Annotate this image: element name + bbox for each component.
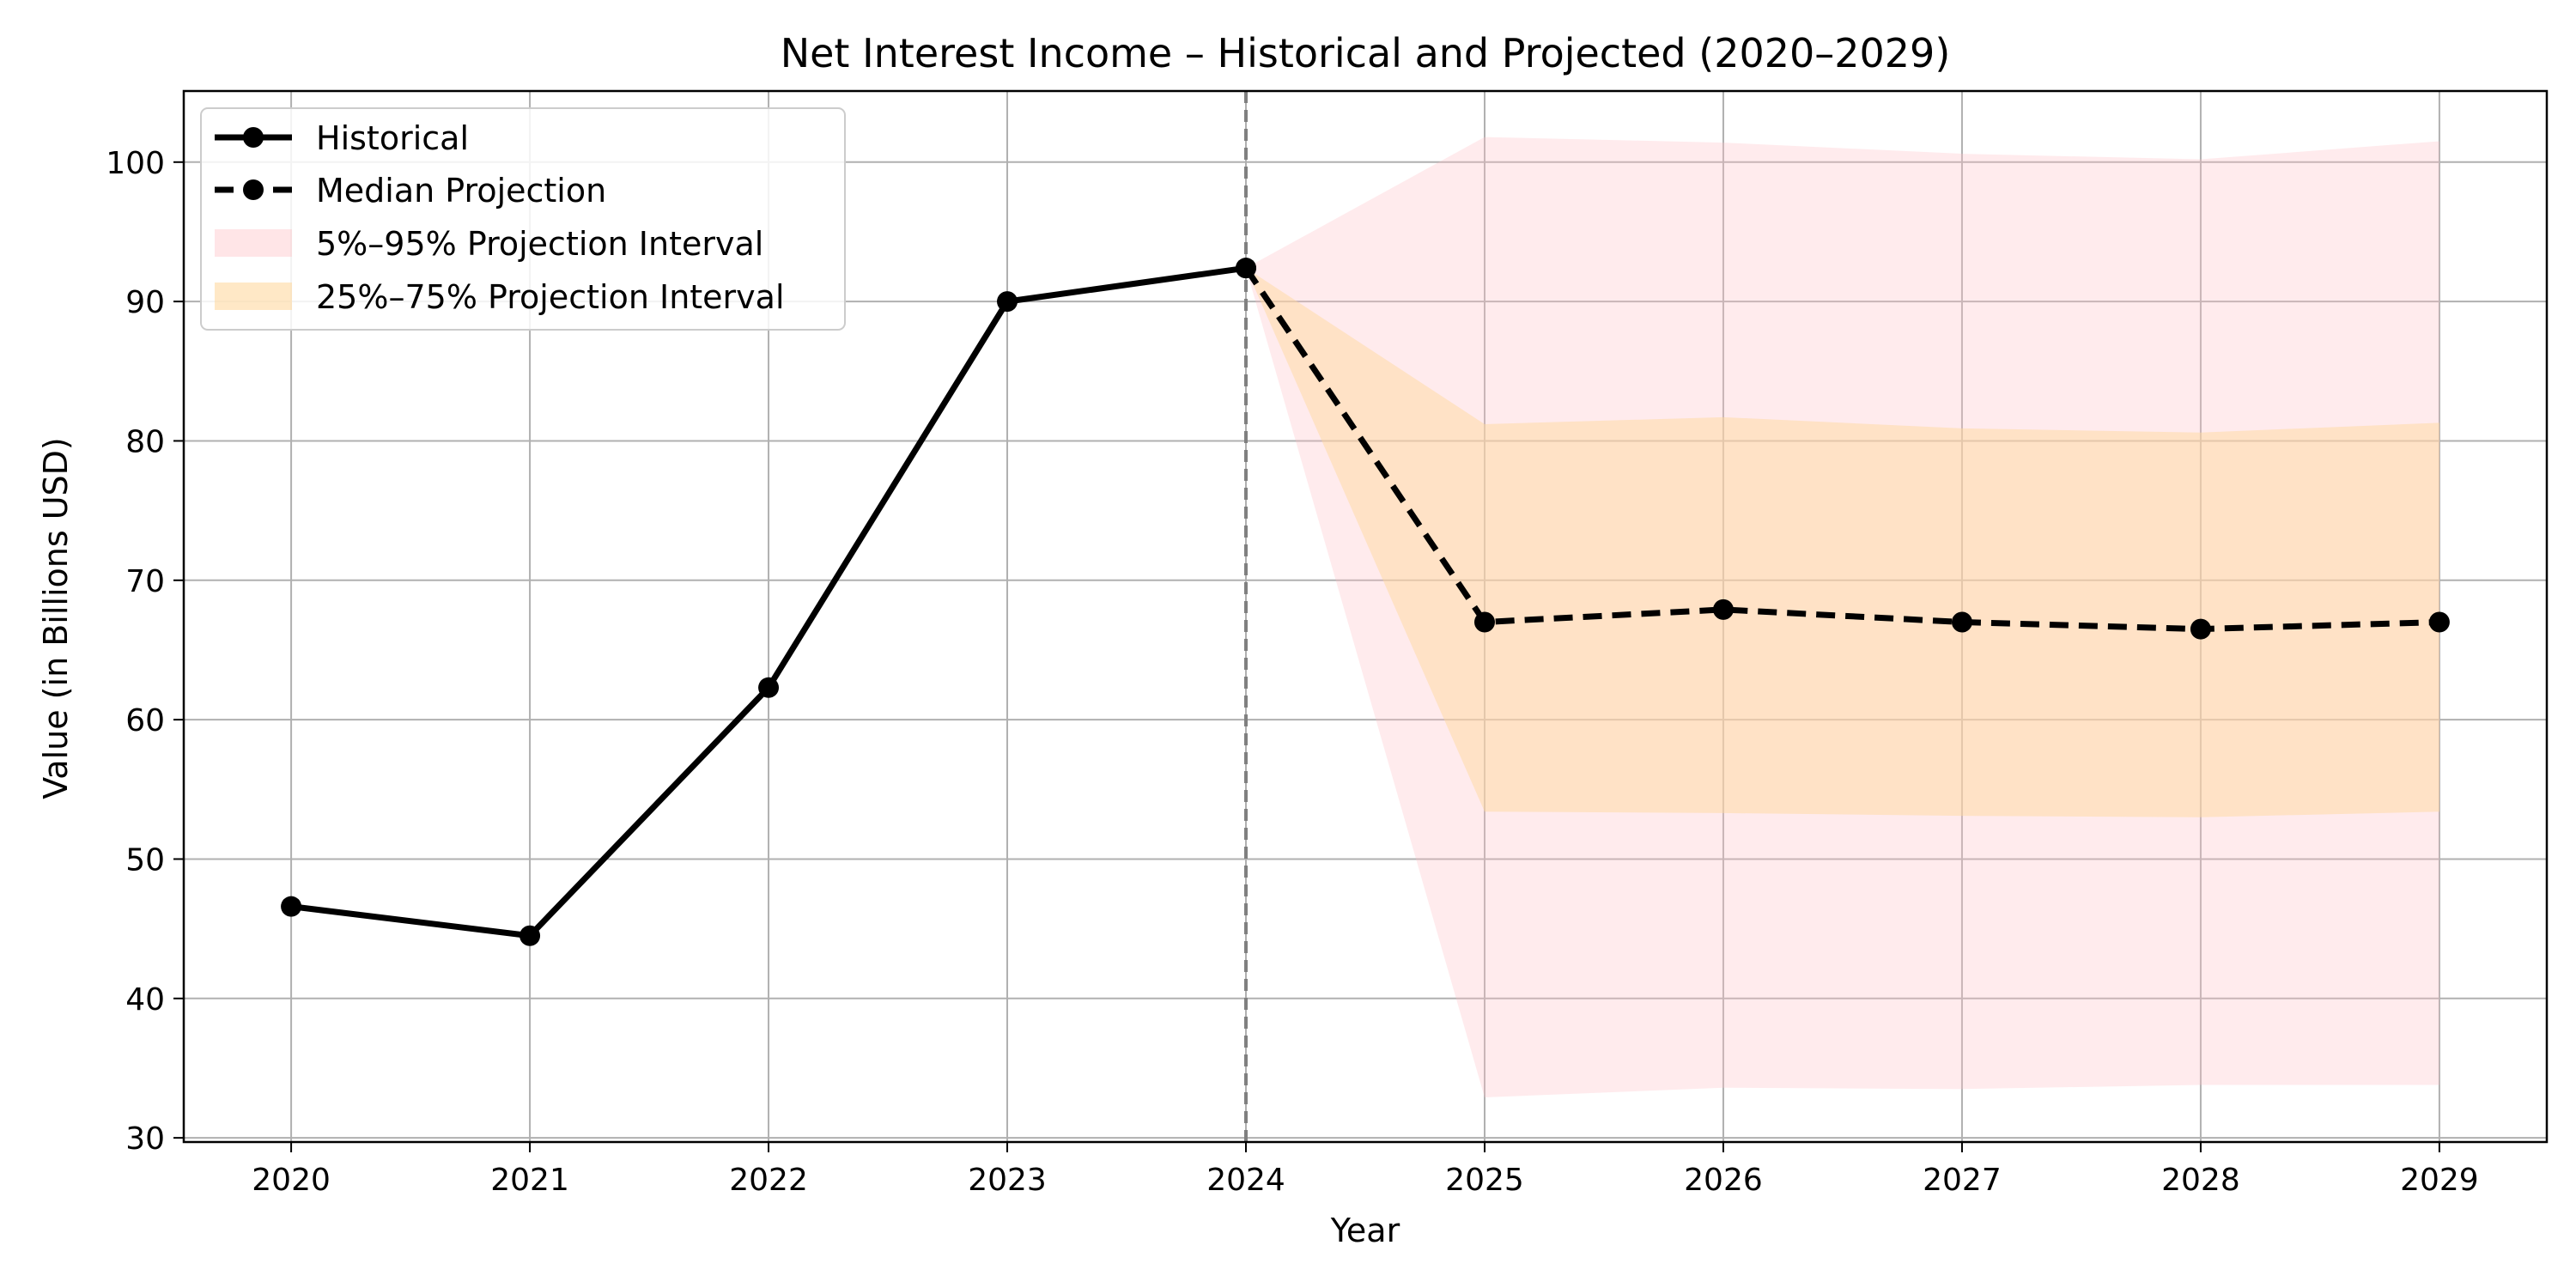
series-2-point-2025 (1473, 611, 1495, 633)
legend-label-band-1: 5%–95% Projection Interval (316, 225, 763, 263)
y-tick-label-80: 80 (125, 424, 165, 459)
y-tick-label-100: 100 (106, 146, 165, 181)
x-tick-label-2025: 2025 (1445, 1163, 1524, 1198)
legend-swatch-marker-1 (243, 127, 264, 148)
x-tick-label-2024: 2024 (1206, 1163, 1285, 1198)
projection-bands (1246, 137, 2439, 1098)
legend: Historical Median Projection 5%–95% Projec… (200, 107, 846, 331)
series-2-point-2024 (1236, 258, 1257, 279)
legend-swatch-band-1 (215, 229, 292, 257)
y-tick-label-40: 40 (125, 982, 165, 1018)
x-tick-label-2026: 2026 (1684, 1163, 1763, 1198)
series-2-point-2027 (1951, 611, 1972, 633)
legend-label-band-2: 25%–75% Projection Interval (316, 278, 785, 316)
series (281, 258, 2450, 946)
x-tick-label-2020: 2020 (252, 1163, 331, 1198)
y-tick-label-60: 60 (125, 703, 165, 738)
y-axis-label: Value (in Billions USD) (37, 437, 75, 799)
legend-label-2: Median Projection (316, 172, 606, 210)
legend-swatch-marker-2 (243, 179, 264, 200)
x-tick-label-2023: 2023 (968, 1163, 1047, 1198)
series-2-point-2026 (1712, 598, 1734, 620)
x-tick-label-2027: 2027 (1923, 1163, 2002, 1198)
x-tick-label-2028: 2028 (2161, 1163, 2240, 1198)
y-tick-label-30: 30 (125, 1121, 165, 1157)
series-line-2 (1243, 266, 2440, 633)
plot-frame (182, 89, 2549, 1144)
x-tick-label-2021: 2021 (490, 1163, 569, 1198)
series-1-point-2022 (758, 677, 780, 698)
y-tick-label-70: 70 (125, 564, 165, 599)
projection-band-2 (1246, 268, 2439, 817)
x-axis-label: Year (1330, 1212, 1400, 1249)
series-1-point-2020 (281, 896, 302, 917)
legend-swatch-band-2 (215, 283, 292, 310)
axes: 2020 2021 2022 2023 2024 2025 2026 2027 2028 2029… (106, 89, 2549, 1198)
x-tick-label-2029: 2029 (2400, 1163, 2479, 1198)
series-2-point-2028 (2190, 618, 2211, 640)
series-1-point-2023 (997, 291, 1018, 313)
legend-label-1: Historical (316, 119, 469, 157)
series-1-point-2021 (519, 925, 541, 946)
y-tick-label-90: 90 (125, 285, 165, 320)
legend-box (200, 107, 846, 331)
y-tick-label-50: 50 (125, 842, 165, 878)
series-2-point-2029 (2428, 611, 2450, 633)
x-tick-label-2022: 2022 (729, 1163, 808, 1198)
chart-title: Net Interest Income – Historical and Pro… (781, 30, 1951, 76)
